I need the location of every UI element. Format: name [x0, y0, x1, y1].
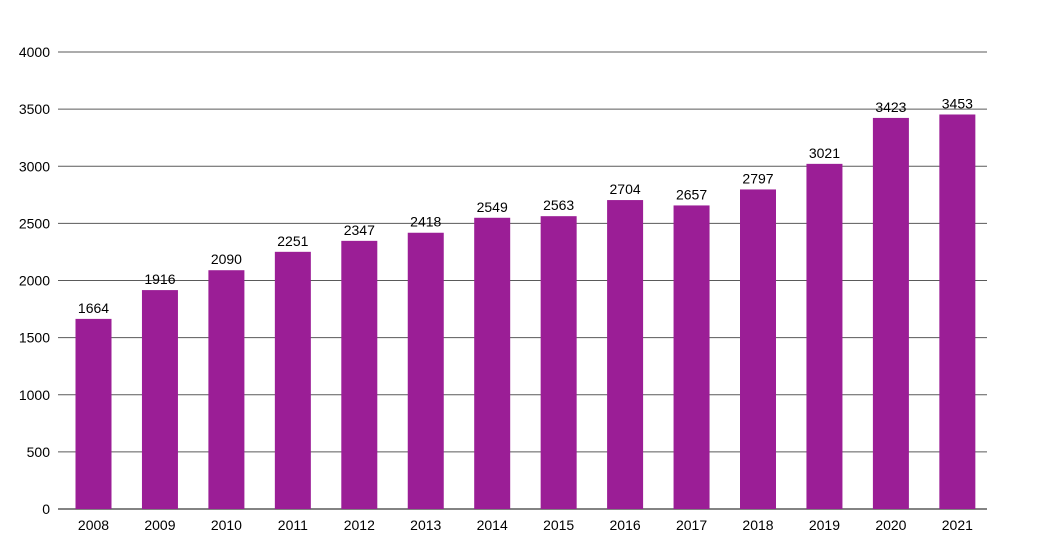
y-tick-label: 500 [27, 444, 51, 460]
x-tick-label: 2018 [742, 517, 773, 533]
x-tick-label: 2011 [278, 517, 308, 533]
bar [75, 318, 112, 509]
x-tick-label: 2010 [211, 517, 242, 533]
x-tick-label: 2017 [676, 517, 707, 533]
bar [274, 251, 311, 510]
bars [75, 114, 976, 510]
x-tick-label: 2012 [344, 517, 375, 533]
bar [740, 189, 776, 509]
data-label: 2549 [477, 199, 508, 215]
data-label: 2251 [277, 233, 308, 249]
x-tick-label: 2020 [875, 517, 906, 533]
data-label: 1916 [144, 271, 175, 287]
bar [474, 217, 511, 510]
data-label: 1664 [78, 300, 109, 316]
x-tick-label: 2019 [809, 517, 840, 533]
data-label: 2090 [211, 251, 242, 267]
data-label: 2418 [410, 214, 441, 230]
bar [872, 117, 909, 510]
data-label: 3021 [809, 145, 840, 161]
data-label: 2797 [742, 170, 773, 186]
gridlines [58, 51, 987, 510]
x-tick-label: 2015 [543, 517, 574, 533]
x-tick-label: 2021 [942, 517, 973, 533]
y-tick-label: 3500 [19, 101, 50, 117]
x-tick-label: 2016 [610, 517, 641, 533]
bar [208, 270, 245, 509]
bar [673, 205, 710, 509]
data-label: 2347 [344, 222, 375, 238]
y-tick-label: 1000 [19, 387, 50, 403]
x-tick-label: 2008 [78, 517, 109, 533]
y-axis-ticks: 0 500 1000 1500 2000 2500 3000 3500 4000 [19, 44, 50, 517]
bar [540, 216, 577, 509]
data-label: 2563 [543, 197, 574, 213]
y-tick-label: 4000 [19, 44, 50, 60]
y-tick-label: 0 [42, 501, 50, 517]
y-tick-label: 2000 [19, 273, 50, 289]
y-tick-label: 3000 [19, 158, 50, 174]
bar [341, 240, 378, 509]
data-label: 3453 [942, 95, 973, 111]
bar [407, 232, 444, 509]
x-axis-ticks: 2008 2009 2010 2011 2012 2013 2014 2015 2016 2017… [78, 517, 973, 533]
data-label: 3423 [875, 99, 906, 115]
bar [939, 114, 976, 509]
data-labels: 1664 1916 2090 2251 2347 2418 2549 2563 2704 2657… [78, 95, 973, 315]
x-tick-label: 2014 [477, 517, 508, 533]
bar [607, 200, 644, 509]
y-tick-label: 2500 [19, 215, 50, 231]
data-label: 2704 [610, 181, 641, 197]
bar [806, 163, 843, 509]
x-tick-label: 2009 [144, 517, 175, 533]
bar [141, 290, 178, 509]
x-tick-label: 2013 [410, 517, 441, 533]
y-tick-label: 1500 [19, 330, 50, 346]
data-label: 2657 [676, 186, 707, 202]
